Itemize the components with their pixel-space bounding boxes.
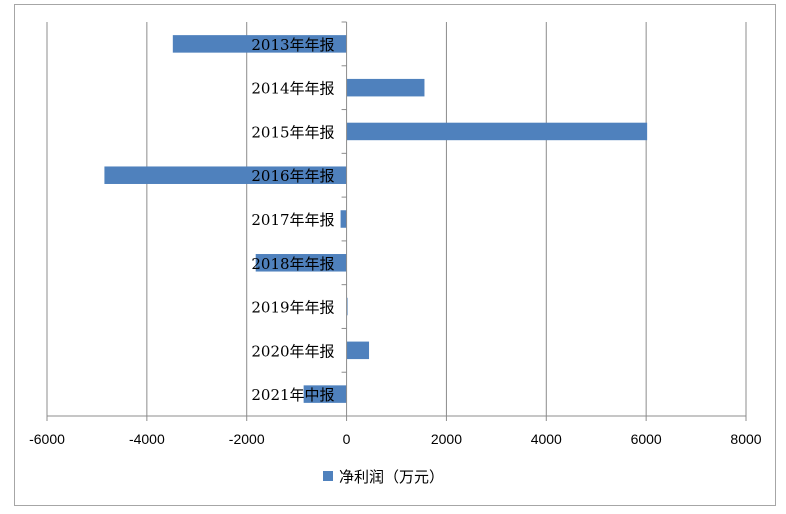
x-tick-label: 2000: [431, 431, 462, 447]
bar: [346, 78, 425, 97]
legend-swatch: [323, 471, 333, 481]
category-label: 2016年年报: [251, 167, 334, 185]
bar: [104, 166, 347, 184]
bar: [172, 35, 347, 53]
bar: [340, 210, 347, 228]
x-tick-label: 6000: [631, 431, 662, 447]
x-tick-label: 4000: [531, 431, 562, 447]
category-label: 2013年年报: [251, 36, 334, 54]
category-label: 2021年中报: [251, 386, 334, 404]
bar: [255, 254, 347, 272]
gridlines: [46, 22, 747, 416]
x-tick-label: 0: [343, 431, 351, 447]
category-label: 2018年年报: [251, 255, 334, 273]
bar: [346, 122, 648, 141]
bar: [346, 341, 370, 360]
category-label: 2017年年报: [251, 211, 334, 229]
category-labels: 2013年年报 2014年年报 2015年年报 2016年年报 2017年年报 2018年…: [251, 36, 334, 404]
x-tick-label: -6000: [29, 431, 65, 447]
axes: [46, 21, 747, 421]
legend: 净利润（万元）: [323, 468, 444, 486]
bars: [104, 35, 648, 403]
x-tick-labels: -6000 -4000 -2000 0 2000 4000 6000 8000: [29, 431, 762, 447]
category-label: 2015年年报: [251, 123, 334, 141]
legend-label: 净利润（万元）: [339, 468, 444, 486]
category-label: 2020年年报: [251, 342, 334, 360]
x-tick-label: -2000: [229, 431, 265, 447]
x-tick-label: 8000: [730, 431, 761, 447]
category-label: 2014年年报: [251, 80, 334, 98]
category-label: 2019年年报: [251, 299, 334, 317]
bar: [303, 385, 347, 403]
x-tick-label: -4000: [129, 431, 165, 447]
